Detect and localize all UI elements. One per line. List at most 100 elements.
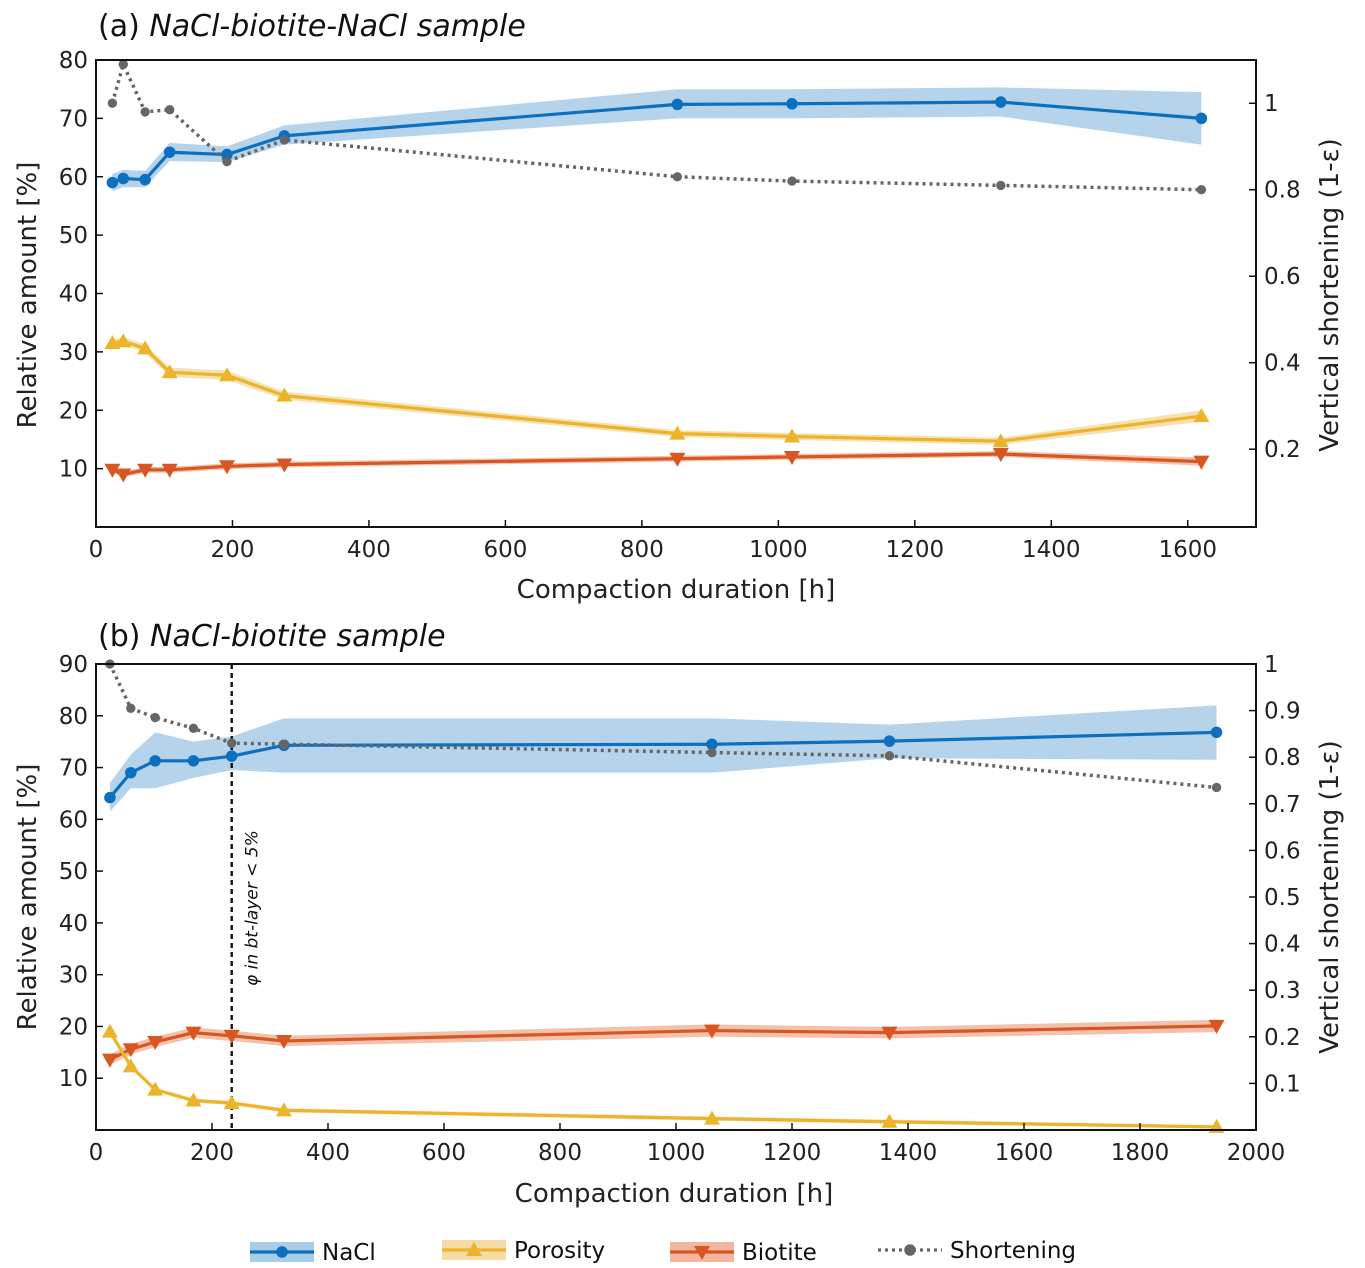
legend-nacl-marker xyxy=(276,1246,288,1258)
panel-b-porosity-line xyxy=(108,1030,1217,1129)
panel-b-nacl-point xyxy=(187,755,200,767)
panel-a-nacl-point xyxy=(995,96,1007,108)
panel-a-y-axis-label: Relative amount [%] xyxy=(13,162,43,429)
panel-b-shortening-point xyxy=(227,738,237,748)
panel-b-y2-tick-label: 0.6 xyxy=(1264,838,1301,864)
panel-b-porosity-point xyxy=(185,1092,202,1107)
panel-a-plot-area: 0 200 400 600 800 1000 1200 1400 1600 10 20 30 40 50 6… xyxy=(59,48,1301,563)
legend-item-biotite: Biotite xyxy=(670,1240,817,1266)
panel-b-y2-tick-label: 0.4 xyxy=(1264,932,1301,958)
panel-b-porosity-point xyxy=(147,1081,164,1096)
panel-b-y2-tick-label: 0.9 xyxy=(1264,699,1301,725)
panel-b-x-tick-label: 1800 xyxy=(1111,1140,1170,1166)
panel-b-y-tick-label: 60 xyxy=(59,807,88,833)
panel-b-nacl-point xyxy=(883,735,896,747)
panel-b-biotite-point xyxy=(275,1034,292,1049)
panel-b-y-tick-label: 90 xyxy=(59,652,88,678)
panel-a-nacl-band xyxy=(112,87,1202,192)
panel-a-porosity-point xyxy=(115,333,132,348)
panel-a-porosity-point xyxy=(137,340,154,355)
panel-b: (b) NaCl-biotite sample φ in bt-layer < … xyxy=(13,619,1345,1209)
legend-label-nacl: NaCl xyxy=(322,1240,376,1266)
panel-b-nacl-point xyxy=(706,738,718,751)
panel-b-biotite-point xyxy=(185,1026,202,1041)
panel-a-x-axis-label: Compaction duration [h] xyxy=(517,575,836,605)
panel-a: (a) NaCl-biotite-NaCl sample 0 200 400 600 8… xyxy=(13,9,1345,605)
panel-a-shortening-point xyxy=(279,135,290,145)
panel-a-shortening-line xyxy=(110,62,1202,192)
legend-label-shortening: Shortening xyxy=(950,1238,1076,1264)
panel-b-porosity-point xyxy=(122,1058,139,1073)
panel-b-shortening-point xyxy=(188,723,199,733)
panel-a-nacl-point xyxy=(139,173,151,186)
panel-a-shortening-point xyxy=(1196,185,1207,195)
panel-a-biotite-point xyxy=(276,458,293,473)
panel-b-y-tick-label: 20 xyxy=(59,1014,88,1040)
panel-b-biotite-point xyxy=(101,1053,118,1068)
panel-b-y-tick-label: 40 xyxy=(59,911,88,937)
panel-b-y2-tick-label: 0.1 xyxy=(1264,1071,1301,1097)
panel-b-nacl-band xyxy=(109,705,1217,812)
panel-a-y-tick-label: 20 xyxy=(59,398,88,424)
panel-a-y-tick-label: 70 xyxy=(59,106,88,132)
panel-b-biotite-point xyxy=(1208,1019,1225,1034)
panel-b-biotite-point xyxy=(223,1029,240,1044)
panel-a-biotite-point xyxy=(219,460,236,475)
panel-b-porosity-point xyxy=(703,1110,720,1125)
panel-a-x-tick-label: 1000 xyxy=(749,537,808,563)
panel-b-y2-tick-label: 0.8 xyxy=(1264,745,1301,771)
panel-b-x-tick-label: 200 xyxy=(190,1140,234,1166)
panel-b-x-tick-label: 800 xyxy=(538,1140,582,1166)
panel-a-x-tick-label: 800 xyxy=(620,537,664,563)
panel-b-x-tick-label: 1400 xyxy=(879,1140,938,1166)
panel-b-shortening-point xyxy=(126,703,136,713)
panel-a-shortening-point xyxy=(107,98,118,108)
panel-a-y-tick-label: 10 xyxy=(59,457,88,483)
panel-a-biotite-band xyxy=(112,451,1202,478)
panel-b-nacl-point xyxy=(104,791,116,804)
panel-a-porosity-point xyxy=(992,433,1009,448)
panel-a-x-tick-label: 1600 xyxy=(1158,537,1217,563)
panel-a-y2-tick-label: 0.2 xyxy=(1264,437,1301,463)
panel-a-x-tick-label: 600 xyxy=(483,537,527,563)
panel-a-nacl-line xyxy=(111,100,1202,185)
panel-a-biotite-point xyxy=(104,463,121,478)
panel-a-shortening-point xyxy=(222,156,232,167)
legend-item-nacl: NaCl xyxy=(250,1240,376,1266)
panel-a-y-tick-label: 30 xyxy=(59,340,88,366)
panel-a-biotite-point xyxy=(669,452,686,467)
panel-b-y-axis-label: Relative amount [%] xyxy=(13,764,43,1031)
panel-a-biotite-point xyxy=(784,450,800,465)
panel-a-x-tick-label: 0 xyxy=(89,537,104,563)
panel-b-shortening-point xyxy=(1211,782,1222,793)
panel-b-y2-tick-label: 0.7 xyxy=(1264,792,1301,818)
legend: NaCl Porosity Biotite Shortening xyxy=(250,1238,1076,1266)
panel-a-porosity-point xyxy=(1193,408,1210,423)
panel-b-x-axis-label: Compaction duration [h] xyxy=(515,1179,834,1209)
legend-shortening-marker xyxy=(904,1244,916,1256)
panel-b-nacl-point xyxy=(125,766,137,779)
panel-b-shortening-point xyxy=(707,747,717,758)
panel-a-biotite-point xyxy=(992,448,1009,463)
panel-a-y2-tick-label: 0.6 xyxy=(1264,264,1301,290)
panel-b-y-tick-label: 50 xyxy=(59,859,88,885)
panel-b-y-tick-label: 80 xyxy=(59,704,88,730)
panel-a-nacl-point xyxy=(106,176,119,189)
panel-a-shortening-point xyxy=(118,59,128,70)
panel-a-x-tick-label: 1200 xyxy=(886,537,945,563)
panel-a-nacl-point xyxy=(786,98,798,110)
panel-b-biotite-point xyxy=(703,1024,720,1039)
panel-b-x-tick-label: 2000 xyxy=(1227,1140,1286,1166)
panel-a-y2-tick-label: 0.8 xyxy=(1264,178,1301,204)
panel-b-y2-tick-label: 0.2 xyxy=(1264,1025,1301,1051)
panel-b-x-tick-label: 1000 xyxy=(647,1140,706,1166)
panel-a-porosity-line xyxy=(112,339,1202,443)
legend-porosity-marker xyxy=(466,1242,482,1256)
panel-a-shortening-point xyxy=(996,180,1006,191)
panel-a-porosity-point xyxy=(276,387,293,402)
panel-a-shortening-point xyxy=(165,105,175,115)
legend-label-porosity: Porosity xyxy=(514,1238,605,1264)
panel-a-biotite-line xyxy=(111,452,1202,477)
legend-item-porosity: Porosity xyxy=(442,1238,605,1264)
panel-b-nacl-point xyxy=(1210,726,1223,739)
